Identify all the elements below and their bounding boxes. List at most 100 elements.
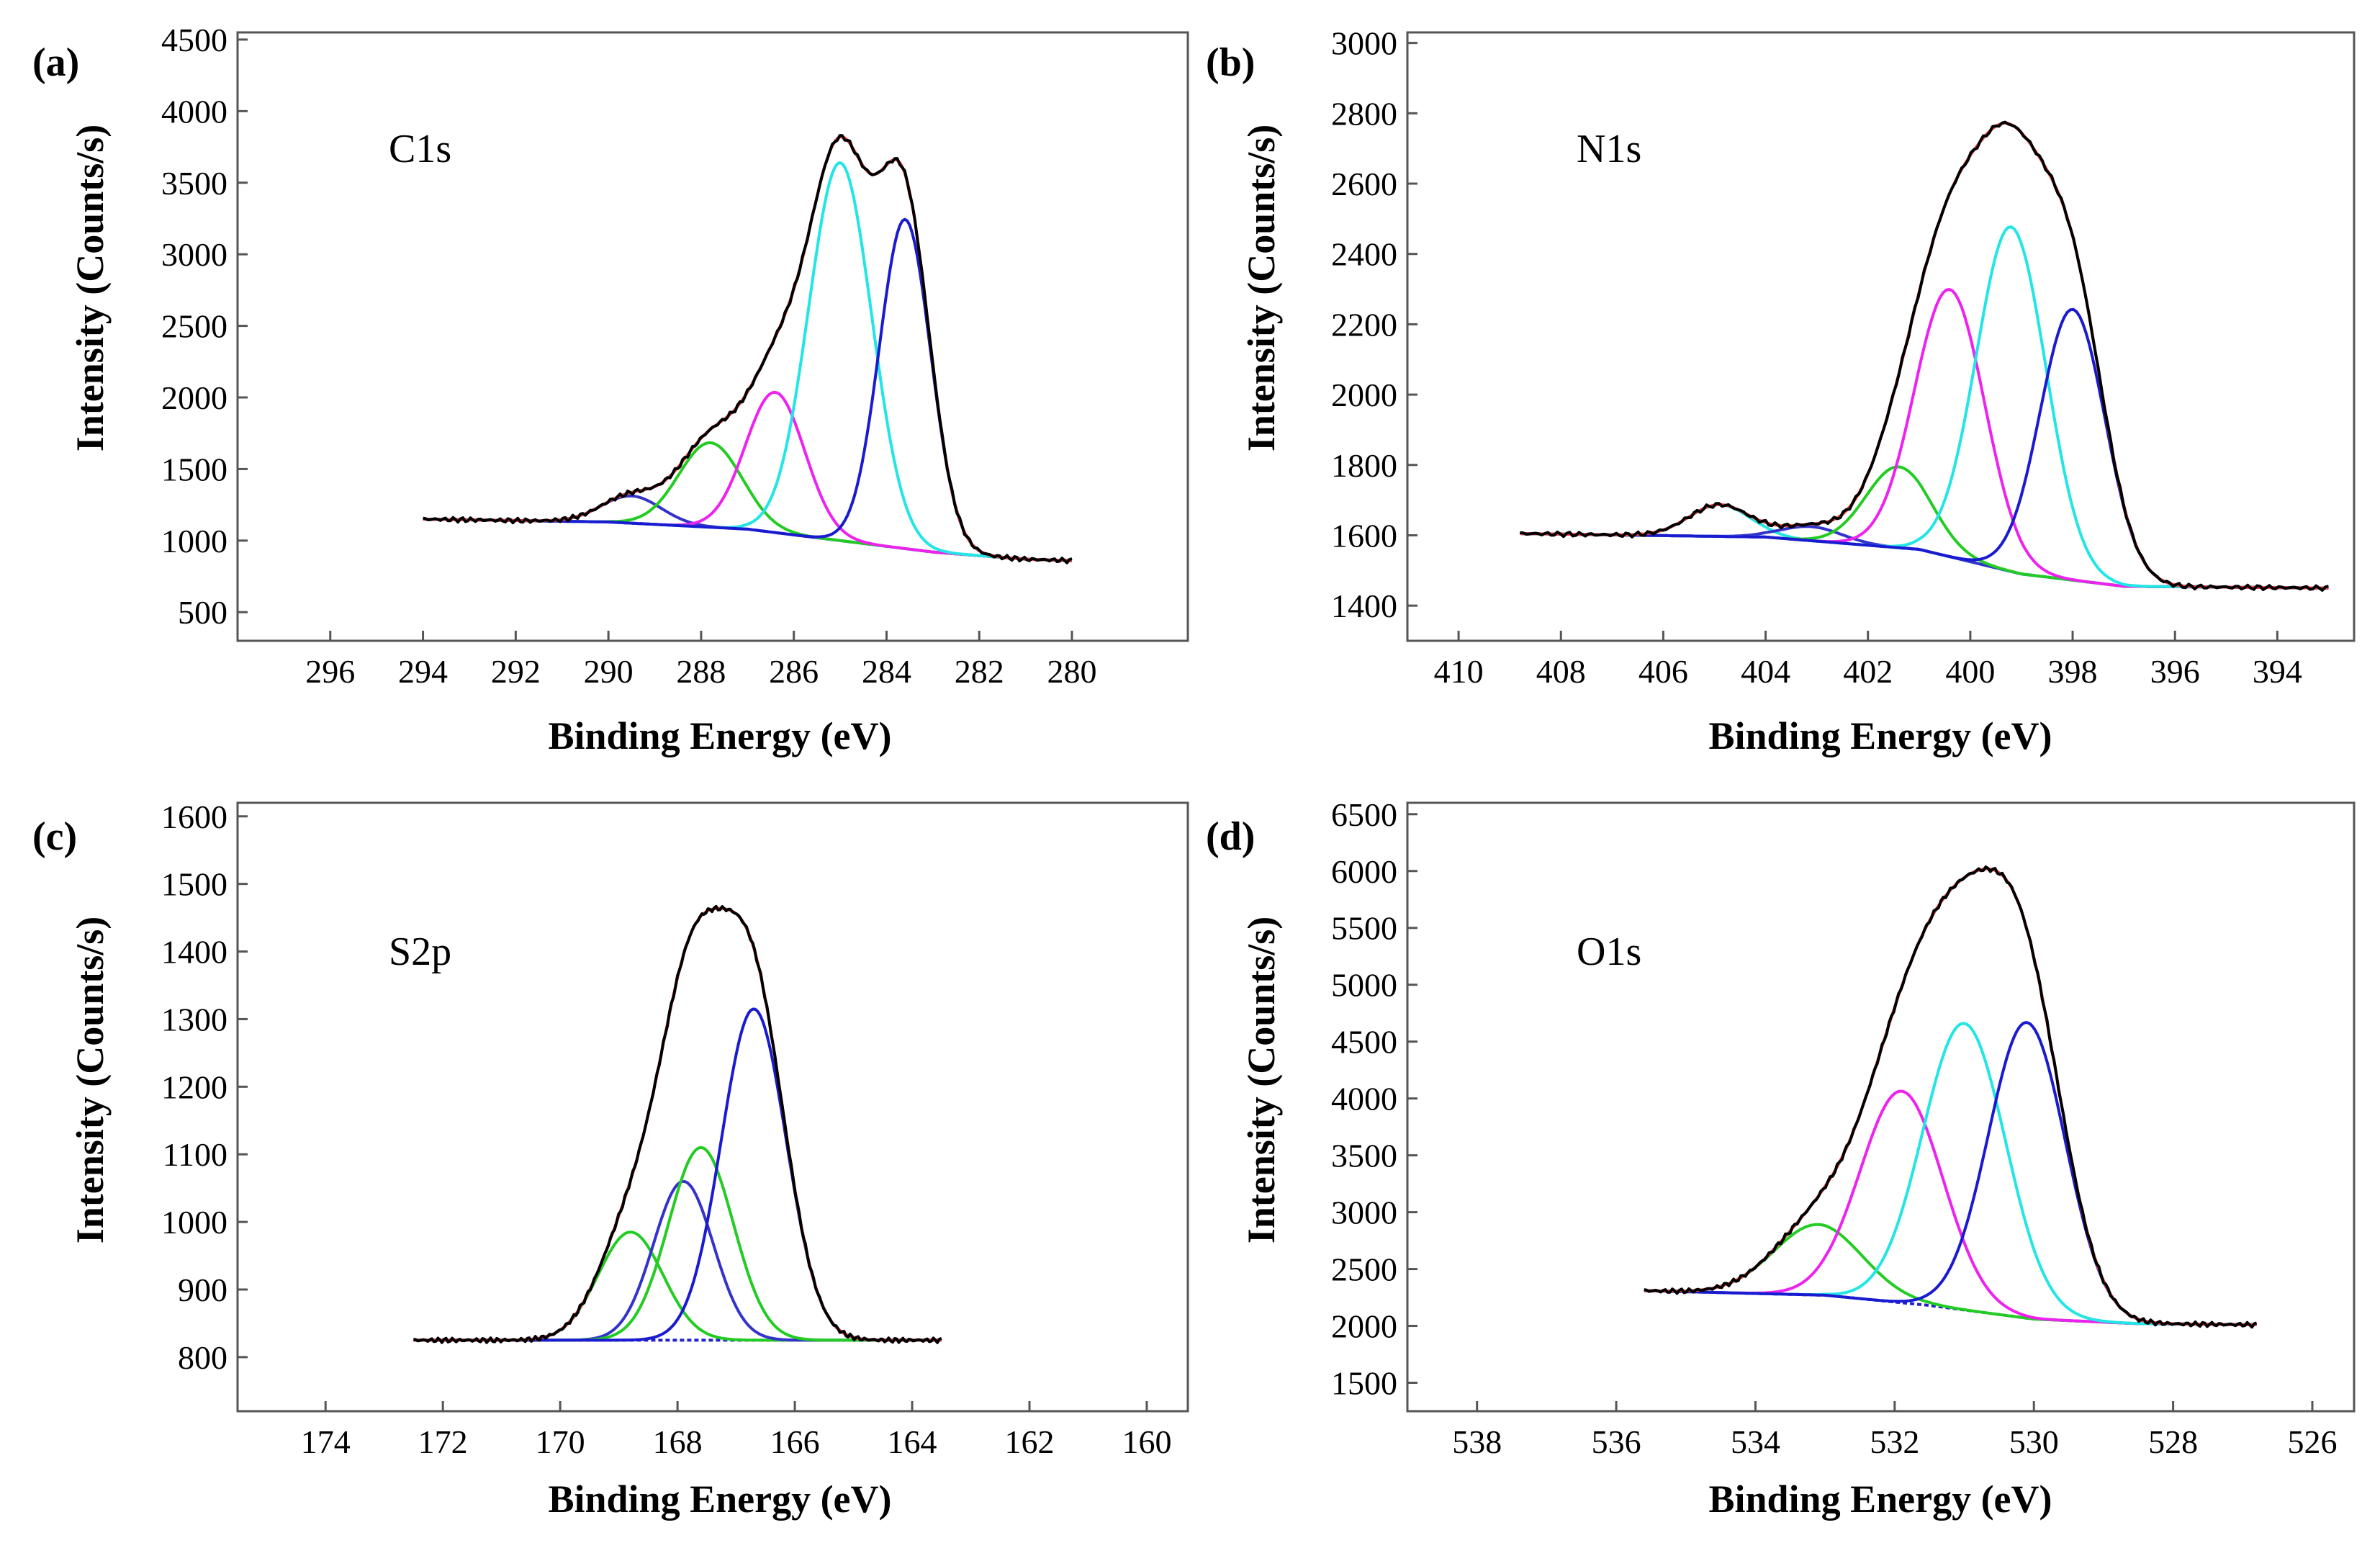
y-tick-label: 500 bbox=[178, 594, 227, 631]
x-tick-label: 532 bbox=[1870, 1423, 1919, 1460]
y-tick-label: 4500 bbox=[1331, 1024, 1397, 1061]
x-tick-label: 396 bbox=[2150, 653, 2200, 690]
y-tick-label: 4000 bbox=[1331, 1081, 1397, 1117]
fit-envelope bbox=[423, 135, 1073, 562]
fit-component-peak bbox=[1644, 1223, 2257, 1326]
fit-component-peak bbox=[413, 1230, 942, 1342]
y-tick-label: 1000 bbox=[161, 523, 227, 559]
fit-component-peak bbox=[423, 390, 1073, 562]
y-tick-label: 1100 bbox=[163, 1136, 227, 1173]
x-tick-label: 528 bbox=[2148, 1423, 2198, 1460]
y-axis-title: Intensity (Counts/s) bbox=[68, 125, 112, 452]
y-tick-label: 1600 bbox=[1331, 517, 1397, 554]
x-tick-label: 406 bbox=[1638, 653, 1688, 690]
measured-spectrum bbox=[413, 904, 942, 1344]
fit-component-peak bbox=[423, 441, 1073, 562]
y-tick-label: 1400 bbox=[1331, 588, 1397, 624]
y-tick-label: 3000 bbox=[161, 236, 227, 273]
y-tick-label: 3000 bbox=[1331, 1194, 1397, 1231]
fit-component-peak bbox=[413, 1179, 942, 1342]
y-tick-label: 2500 bbox=[161, 308, 227, 345]
x-tick-label: 288 bbox=[676, 653, 726, 690]
x-tick-label: 174 bbox=[301, 1423, 351, 1460]
x-tick-label: 170 bbox=[536, 1423, 585, 1460]
x-tick-label: 410 bbox=[1434, 653, 1484, 690]
y-axis-title: Intensity (Counts/s) bbox=[1240, 125, 1283, 452]
x-tick-label: 172 bbox=[418, 1423, 468, 1460]
fit-component-peak bbox=[1520, 465, 2329, 590]
y-tick-label: 2400 bbox=[1331, 236, 1397, 273]
x-tick-label: 394 bbox=[2253, 653, 2302, 690]
x-tick-label: 168 bbox=[653, 1423, 703, 1460]
fit-envelope bbox=[1644, 867, 2257, 1326]
y-tick-label: 1500 bbox=[161, 866, 227, 903]
x-tick-label: 162 bbox=[1005, 1423, 1055, 1460]
x-axis-title: Binding Energy (eV) bbox=[1708, 714, 2052, 757]
fit-component-peak bbox=[1520, 287, 2329, 590]
y-tick-label: 2500 bbox=[1331, 1251, 1397, 1288]
x-tick-label: 164 bbox=[888, 1423, 937, 1460]
panel-d-o1s: (d) O1s Binding Energy (eV) Intensity (C… bbox=[1206, 796, 2356, 1521]
y-tick-label: 3500 bbox=[1331, 1138, 1397, 1174]
plot-frame bbox=[1406, 31, 2356, 642]
x-tick-label: 284 bbox=[862, 653, 911, 690]
x-tick-label: 536 bbox=[1592, 1423, 1641, 1460]
y-tick-label: 2600 bbox=[1331, 166, 1397, 202]
panel-c-s2p: (c) S2p Binding Energy (eV) Intensity (C… bbox=[32, 798, 1189, 1521]
y-tick-label: 900 bbox=[178, 1272, 227, 1308]
panel-a-c1s: (a) C1s Binding Energy (eV) Intensity (C… bbox=[32, 22, 1189, 757]
y-tick-label: 2200 bbox=[1331, 306, 1397, 343]
y-tick-label: 2000 bbox=[1331, 1308, 1397, 1345]
fit-envelope bbox=[1520, 122, 2329, 590]
y-axis-title: Intensity (Counts/s) bbox=[68, 917, 112, 1244]
x-tick-label: 280 bbox=[1047, 653, 1097, 690]
y-tick-label: 2000 bbox=[161, 379, 227, 416]
panel-letter: (d) bbox=[1206, 814, 1255, 859]
y-tick-label: 6500 bbox=[1331, 796, 1397, 833]
x-tick-label: 400 bbox=[1945, 653, 1995, 690]
panel-b-n1s: (b) N1s Binding Energy (eV) Intensity (C… bbox=[1206, 25, 2356, 757]
y-tick-label: 2000 bbox=[1331, 377, 1397, 413]
x-axis-title: Binding Energy (eV) bbox=[548, 1477, 891, 1521]
fit-component-peak bbox=[1520, 503, 2329, 590]
peak-label: C1s bbox=[389, 127, 451, 171]
x-tick-label: 402 bbox=[1843, 653, 1893, 690]
panel-letter: (c) bbox=[32, 814, 77, 859]
y-tick-label: 4000 bbox=[161, 93, 227, 130]
y-tick-label: 1800 bbox=[1331, 447, 1397, 484]
background-line bbox=[1520, 532, 2329, 590]
x-tick-label: 292 bbox=[491, 653, 541, 690]
x-tick-label: 290 bbox=[584, 653, 634, 690]
peak-label: O1s bbox=[1577, 930, 1641, 974]
y-tick-label: 1200 bbox=[161, 1068, 227, 1105]
x-tick-label: 294 bbox=[398, 653, 448, 690]
x-tick-label: 530 bbox=[2009, 1423, 2059, 1460]
x-tick-label: 160 bbox=[1122, 1423, 1171, 1460]
fit-component-peak bbox=[413, 1146, 942, 1342]
x-tick-label: 526 bbox=[2287, 1423, 2337, 1460]
y-tick-label: 1500 bbox=[161, 451, 227, 487]
fit-component-peak bbox=[1644, 1089, 2257, 1326]
y-tick-label: 3000 bbox=[1331, 25, 1397, 62]
plot-frame bbox=[1406, 801, 2356, 1413]
y-tick-label: 3500 bbox=[161, 165, 227, 202]
y-tick-label: 5500 bbox=[1331, 910, 1397, 947]
peak-label: N1s bbox=[1577, 127, 1641, 171]
y-tick-label: 2800 bbox=[1331, 95, 1397, 132]
x-tick-label: 282 bbox=[955, 653, 1004, 690]
y-tick-label: 4500 bbox=[161, 22, 227, 58]
x-tick-label: 534 bbox=[1731, 1423, 1780, 1460]
y-tick-label: 1400 bbox=[161, 934, 227, 971]
y-tick-label: 1600 bbox=[161, 798, 227, 835]
x-tick-label: 538 bbox=[1452, 1423, 1502, 1460]
x-tick-label: 166 bbox=[770, 1423, 820, 1460]
measured-spectrum bbox=[423, 134, 1073, 564]
y-tick-label: 1500 bbox=[1331, 1365, 1397, 1402]
x-axis-title: Binding Energy (eV) bbox=[548, 714, 891, 757]
plot-frame bbox=[236, 31, 1189, 642]
x-tick-label: 286 bbox=[769, 653, 819, 690]
fit-component-peak bbox=[423, 161, 1073, 562]
y-tick-label: 5000 bbox=[1331, 967, 1397, 1004]
y-axis-title: Intensity (Counts/s) bbox=[1240, 917, 1283, 1244]
